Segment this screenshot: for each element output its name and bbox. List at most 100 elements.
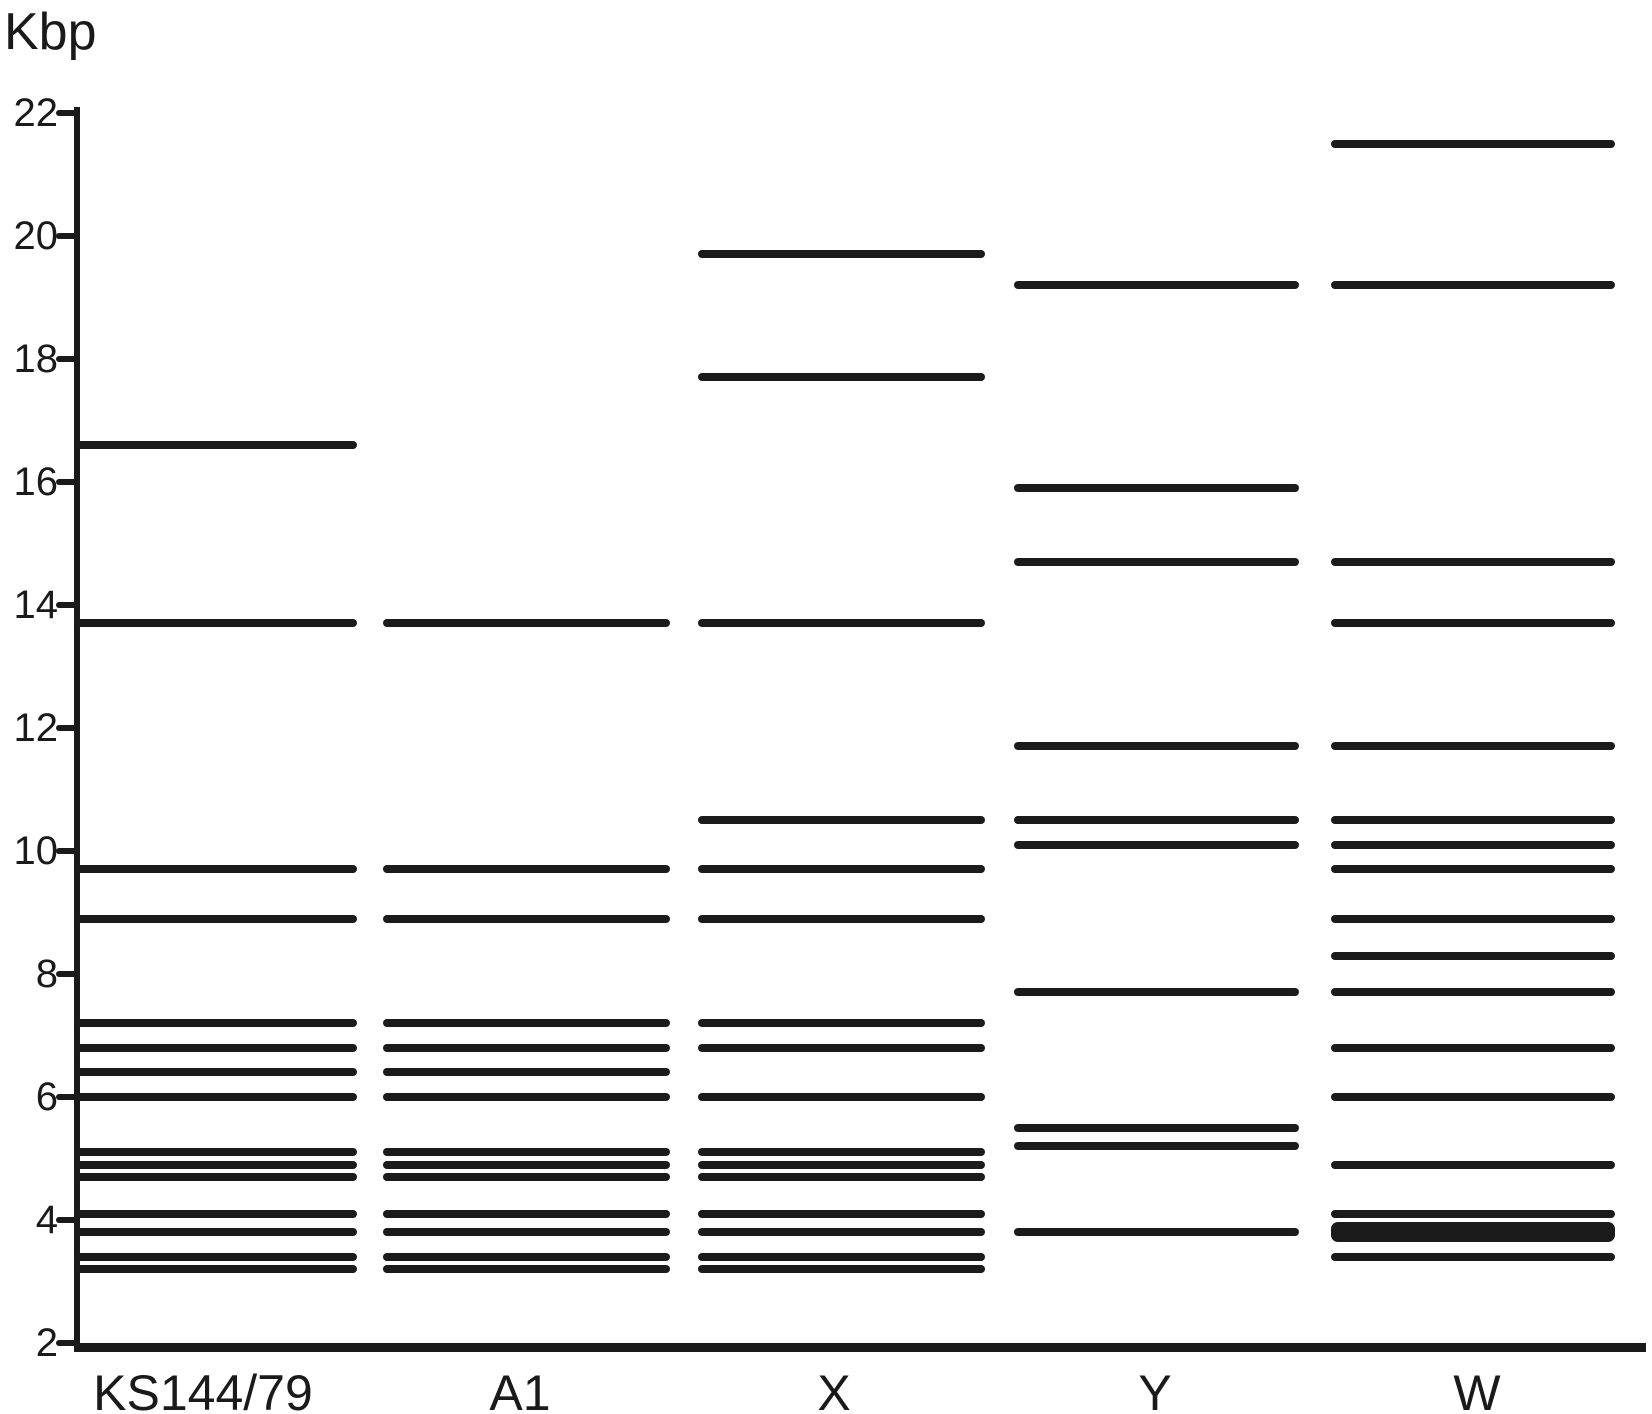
band — [1331, 988, 1615, 997]
band — [383, 1068, 670, 1077]
band — [1331, 281, 1615, 290]
band — [383, 1252, 670, 1261]
band — [75, 865, 357, 874]
band — [698, 1252, 985, 1261]
band — [383, 1172, 670, 1181]
y-axis-unit-label: Kbp — [4, 3, 97, 61]
band — [1014, 988, 1299, 997]
band — [698, 373, 985, 382]
lane-label: KS144/79 — [93, 1365, 313, 1414]
band — [1014, 1142, 1299, 1151]
y-axis-tick — [56, 233, 78, 239]
band — [1331, 1252, 1615, 1261]
band — [698, 1043, 985, 1052]
band — [698, 250, 985, 259]
band — [383, 1228, 670, 1237]
band — [698, 816, 985, 825]
band — [383, 914, 670, 923]
y-axis-tick-label: 14 — [13, 583, 59, 627]
y-axis-tick — [56, 110, 78, 116]
y-axis-tick-label: 22 — [13, 91, 59, 135]
x-axis-line — [74, 1343, 1646, 1352]
band — [698, 619, 985, 628]
band — [1014, 1123, 1299, 1132]
y-axis-tick-label: 10 — [13, 829, 59, 873]
band — [698, 1265, 985, 1274]
band — [698, 914, 985, 923]
y-axis-tick — [56, 971, 78, 977]
band — [1331, 1222, 1615, 1243]
lane-label: X — [817, 1365, 851, 1414]
y-axis-tick-label: 8 — [35, 952, 58, 996]
band — [383, 1093, 670, 1101]
y-axis-tick-label: 4 — [35, 1198, 58, 1242]
band — [75, 914, 357, 923]
band — [698, 1160, 985, 1169]
band — [1331, 1160, 1615, 1169]
band — [383, 1043, 670, 1052]
band — [1331, 557, 1615, 566]
band — [1014, 1228, 1299, 1237]
band — [1014, 840, 1299, 849]
band — [75, 1068, 357, 1077]
band — [75, 619, 357, 628]
y-axis-tick — [56, 602, 78, 608]
y-axis-tick — [56, 1217, 78, 1223]
band — [1331, 840, 1615, 849]
band — [698, 1148, 985, 1157]
band — [75, 441, 357, 450]
band — [75, 1252, 357, 1261]
y-axis-tick-label: 12 — [13, 706, 59, 750]
band — [75, 1148, 357, 1157]
band — [698, 1228, 985, 1237]
band — [383, 619, 670, 628]
band — [75, 1265, 357, 1274]
band — [1331, 914, 1615, 923]
band — [75, 1019, 357, 1028]
band — [75, 1093, 357, 1101]
band — [1331, 816, 1615, 825]
band — [698, 1209, 985, 1218]
y-axis-tick-label: 2 — [35, 1321, 58, 1365]
band — [75, 1160, 357, 1169]
band — [698, 1019, 985, 1028]
y-axis-tick — [56, 356, 78, 362]
y-axis-tick — [56, 1094, 78, 1100]
band — [383, 1265, 670, 1274]
y-axis-tick — [56, 848, 78, 854]
y-axis-tick-label: 20 — [13, 214, 59, 258]
y-axis-tick-label: 16 — [13, 460, 59, 504]
band — [1014, 281, 1299, 290]
band — [1014, 742, 1299, 751]
band — [75, 1209, 357, 1218]
band — [698, 1172, 985, 1181]
band — [698, 1093, 985, 1101]
band — [383, 1148, 670, 1157]
band — [1014, 484, 1299, 493]
y-axis-tick-label: 6 — [35, 1075, 58, 1119]
band — [1331, 1093, 1615, 1101]
band — [1331, 742, 1615, 751]
band — [1331, 619, 1615, 628]
band — [75, 1228, 357, 1237]
band — [1331, 951, 1615, 960]
band — [1331, 865, 1615, 874]
band — [1331, 139, 1615, 148]
band — [1014, 816, 1299, 825]
band — [383, 1209, 670, 1218]
lane-label: Y — [1138, 1365, 1172, 1414]
lane-label: W — [1453, 1365, 1501, 1414]
lane-label: A1 — [489, 1365, 551, 1414]
y-axis-tick — [56, 1340, 78, 1346]
y-axis-tick — [56, 479, 78, 485]
band — [383, 1019, 670, 1028]
band — [383, 1160, 670, 1169]
band — [1331, 1043, 1615, 1052]
band — [1331, 1209, 1615, 1218]
y-axis-tick-label: 18 — [13, 337, 59, 381]
band — [383, 865, 670, 874]
band — [1014, 557, 1299, 566]
band — [698, 865, 985, 874]
y-axis-tick — [56, 725, 78, 731]
